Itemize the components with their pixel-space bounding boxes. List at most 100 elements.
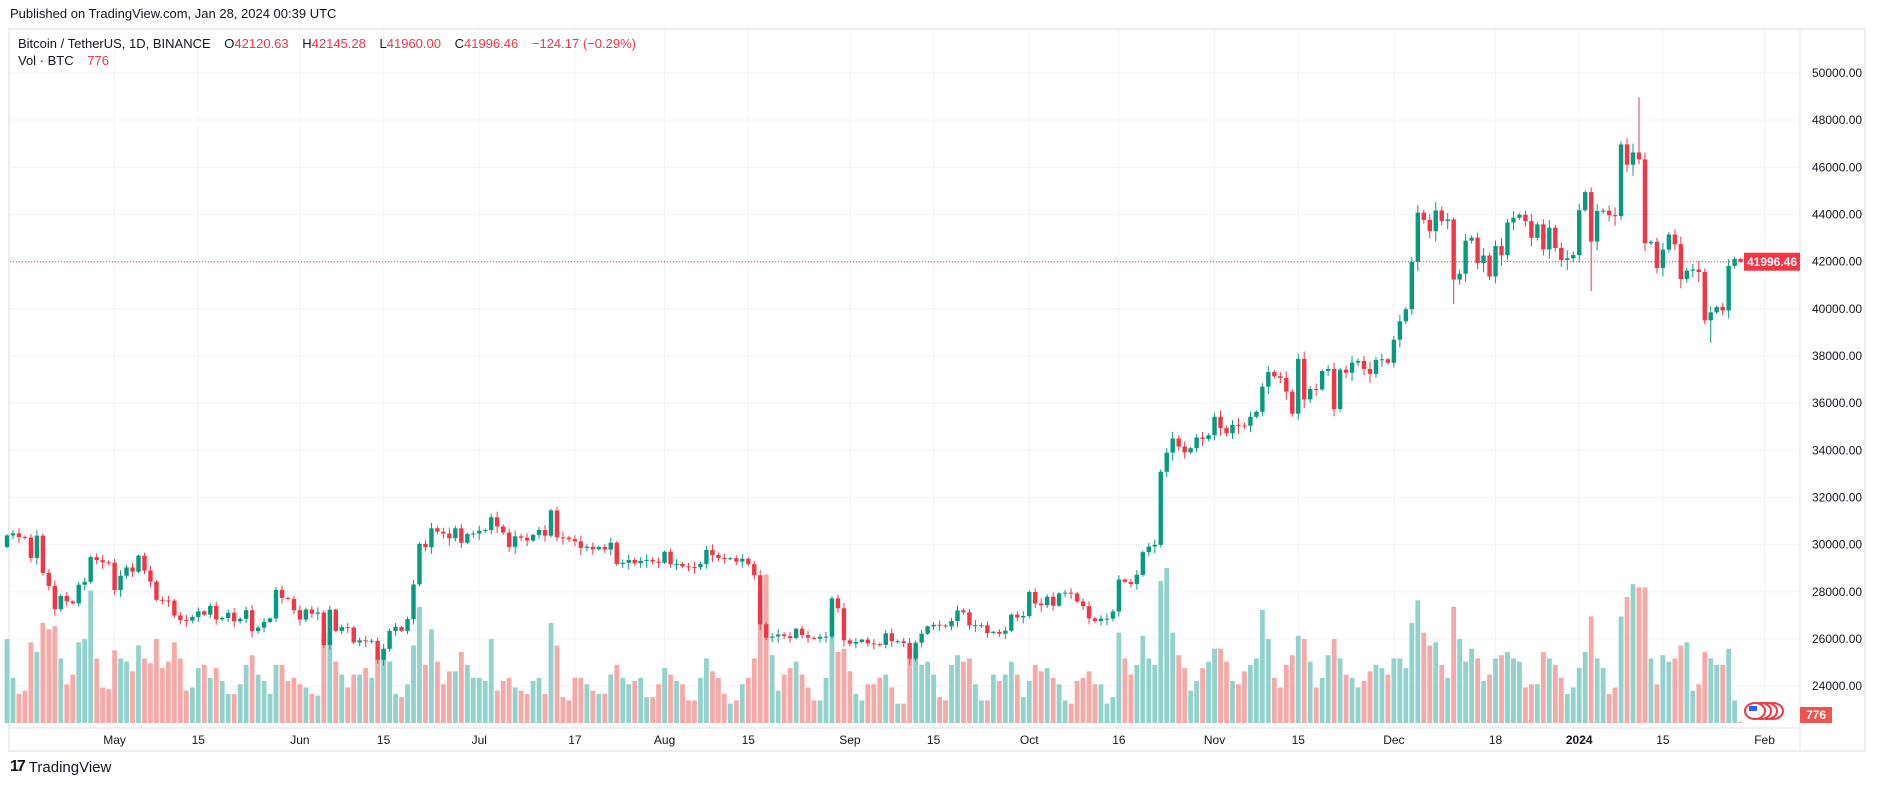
volume-bar — [1654, 684, 1660, 723]
x-tick-label: May — [103, 733, 126, 747]
volume-bar — [1230, 681, 1235, 723]
candle-body — [327, 609, 333, 646]
volume-bar — [22, 690, 28, 723]
volume-bar — [1726, 648, 1732, 723]
candle-body — [16, 533, 22, 538]
volume-bar — [255, 674, 261, 723]
volume-bar — [452, 671, 458, 723]
candle-body — [1224, 428, 1229, 434]
candle-body — [1385, 359, 1391, 363]
candle-body — [1278, 376, 1283, 378]
volume-bar — [1325, 655, 1331, 723]
volume-bar — [727, 703, 733, 723]
volume-bar — [1158, 580, 1164, 723]
candle-body — [1176, 438, 1181, 447]
volume-bar — [1242, 671, 1247, 723]
candle-body — [1308, 388, 1313, 400]
volume-bar — [775, 690, 781, 723]
candle-body — [124, 567, 129, 576]
candle-body — [686, 566, 691, 568]
candle-body — [58, 596, 64, 610]
volume-bar — [464, 664, 470, 723]
volume-bar — [345, 687, 351, 723]
volume-bar — [1265, 639, 1271, 723]
volume-bar — [961, 661, 966, 723]
candle-body — [1433, 210, 1438, 232]
candle-body — [835, 598, 841, 609]
volume-bar — [1528, 684, 1534, 723]
legend-change: −124.17 (−0.29%) — [531, 36, 636, 51]
candle-body — [1367, 368, 1373, 374]
candle-body — [865, 639, 871, 644]
candle-body — [1618, 144, 1624, 217]
candle-body — [88, 557, 93, 582]
x-tick-label: 15 — [742, 733, 756, 747]
footer-logo-text[interactable]: TradingView — [28, 758, 112, 776]
volume-bar — [1271, 677, 1277, 723]
candle-body — [1624, 144, 1630, 165]
volume-bar — [721, 693, 727, 723]
candle-body — [991, 631, 996, 634]
candle-body — [154, 581, 159, 600]
volume-bar — [524, 693, 530, 723]
candle-body — [1331, 368, 1337, 410]
candle-body — [877, 644, 882, 646]
candle-body — [1391, 339, 1397, 363]
candle-body — [441, 531, 446, 534]
volume-bar — [1523, 687, 1528, 723]
candle-body — [841, 608, 847, 641]
candle-body — [883, 633, 888, 645]
candle-body — [1188, 448, 1193, 453]
volume-bar — [1463, 661, 1469, 723]
candle-body — [1044, 596, 1050, 606]
volume-bar — [979, 700, 984, 723]
candle-body — [1050, 596, 1056, 606]
candle-body — [1481, 255, 1486, 264]
candle-body — [130, 567, 135, 572]
candle-body — [1403, 309, 1409, 322]
events-icons[interactable] — [1744, 702, 1784, 720]
candle-body — [1009, 614, 1014, 631]
symbol-title[interactable]: Bitcoin / TetherUS, 1D, BINANCE — [18, 36, 211, 51]
candle-body — [1642, 159, 1648, 244]
candle-body — [381, 648, 386, 660]
volume-bar — [494, 690, 500, 723]
legend-low: L41960.00 — [380, 36, 441, 51]
volume-bar — [393, 693, 398, 723]
candle-body — [943, 625, 948, 627]
volume-bar — [1331, 639, 1337, 723]
volume-bar — [1044, 668, 1050, 723]
candle-body — [1547, 227, 1552, 250]
volume-bar — [1624, 597, 1630, 723]
volume-bar — [650, 697, 656, 723]
volume-label[interactable]: Vol · BTC — [18, 53, 74, 68]
candle-body — [1003, 630, 1008, 634]
candle-body — [1062, 592, 1068, 594]
volume-bar — [82, 639, 88, 723]
candle-body — [351, 627, 356, 643]
candle-body — [148, 570, 153, 582]
volume-bar — [100, 687, 106, 723]
candle-body — [1033, 591, 1038, 604]
candle-body — [1582, 192, 1588, 211]
candle-body — [1415, 212, 1421, 262]
volume-bar — [1212, 648, 1217, 723]
volume-bar — [1062, 700, 1068, 723]
candle-body — [1726, 265, 1731, 311]
candle-body — [22, 537, 28, 539]
volume-bar — [237, 684, 243, 723]
volume-bar — [566, 700, 572, 723]
candle-body — [1086, 606, 1092, 619]
volume-bar — [1176, 655, 1182, 723]
volume-bar — [883, 674, 889, 723]
candle-body — [1660, 249, 1666, 269]
volume-bar — [1403, 668, 1409, 723]
candle-body — [859, 639, 865, 642]
volume-bar — [488, 639, 494, 723]
volume-bar — [1098, 684, 1104, 723]
candle-body — [973, 625, 978, 627]
volume-bar — [446, 671, 452, 723]
volume-bar — [333, 661, 339, 723]
volume-bar — [1152, 664, 1158, 723]
